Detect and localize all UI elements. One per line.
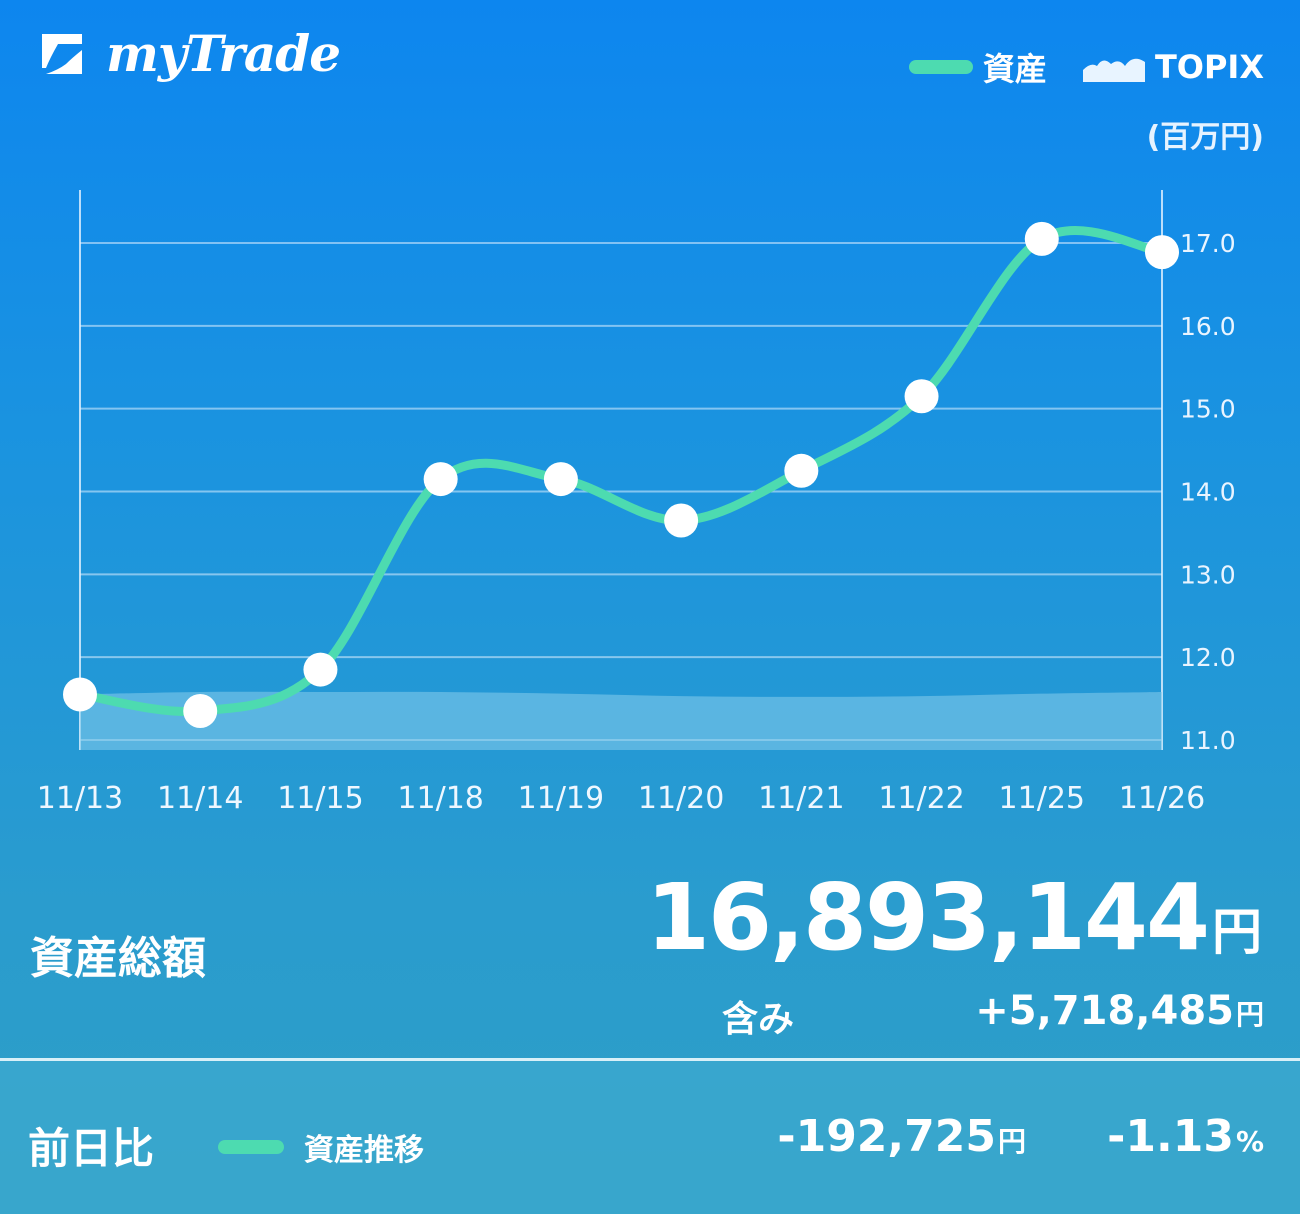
unrealized-gain-value: +5,718,485 円 (975, 988, 1264, 1034)
asset-trend-label: 資産推移 (304, 1133, 424, 1168)
y-tick-label: 17.0 (1180, 229, 1236, 258)
asset-data-point (303, 652, 338, 687)
asset-data-point (904, 379, 939, 414)
legend-label-topix: TOPIX (1154, 48, 1264, 86)
y-tick-label: 14.0 (1180, 478, 1236, 507)
daily-change-pct-number: -1.13 (1107, 1111, 1234, 1162)
x-tick-label: 11/22 (878, 781, 964, 816)
asset-data-point (1145, 235, 1179, 270)
total-assets-value: 16,893,144 円 (646, 864, 1262, 971)
asset-chart: 11.0 12.0 13.0 14.0 15.0 16.0 17.0 11/13 11/14 11… (0, 170, 1300, 830)
daily-change-number: -192,725 (777, 1111, 996, 1162)
app-logo: myTrade (36, 24, 341, 83)
section-divider (0, 1058, 1300, 1061)
x-tick-label: 11/20 (638, 781, 724, 816)
y-tick-label: 11.0 (1180, 726, 1236, 755)
asset-data-point (63, 677, 97, 712)
x-tick-label: 11/21 (758, 781, 844, 816)
asset-summary: 資産総額 16,893,144 円 含み +5,718,485 円 (0, 860, 1300, 1060)
asset-chart-svg: 11.0 12.0 13.0 14.0 15.0 16.0 17.0 11/13 11/14 11… (37, 190, 1236, 816)
total-assets-number: 16,893,144 (645, 864, 1210, 971)
app-logo-icon (42, 33, 82, 74)
daily-change-amount: -192,725 円 (777, 1111, 1026, 1162)
x-tick-label: 11/14 (157, 781, 243, 816)
daily-change-percent: -1.13 % (1107, 1111, 1264, 1162)
asset-data-point (423, 462, 458, 497)
x-tick-label: 11/25 (999, 781, 1085, 816)
y-tick-label: 15.0 (1180, 395, 1236, 424)
y-tick-label: 13.0 (1180, 560, 1236, 589)
unrealized-gain-label: 含み (722, 999, 795, 1040)
y-tick-label: 16.0 (1180, 312, 1236, 341)
unrealized-gain-unit: 円 (1235, 998, 1264, 1031)
assets-line-icon (908, 60, 973, 74)
total-assets-label: 資産総額 (30, 933, 206, 984)
asset-data-point (543, 462, 578, 497)
topix-area (80, 691, 1162, 750)
topix-area-icon (1082, 58, 1145, 82)
x-tick-label: 11/13 (37, 781, 123, 816)
asset-trend-line-icon (218, 1140, 284, 1154)
daily-change-pct-unit: % (1235, 1125, 1264, 1158)
daily-change-unit: 円 (997, 1125, 1026, 1158)
legend-item-assets[interactable]: 資産 (908, 44, 1047, 90)
total-assets-unit: 円 (1212, 903, 1262, 961)
asset-line (75, 225, 1167, 717)
asset-data-point (784, 453, 819, 488)
daily-legend: 資産推移 (218, 1125, 424, 1169)
asset-data-point (664, 503, 699, 538)
x-tick-label: 11/18 (397, 781, 483, 816)
legend-item-topix[interactable]: TOPIX (1082, 48, 1264, 86)
chart-legend: 資産 TOPIX (873, 44, 1264, 90)
daily-change-row: 前日比 資産推移 -192,725 円 -1.13 % (0, 1061, 1300, 1214)
x-tick-label: 11/19 (518, 781, 604, 816)
chart-unit-label: (百万円) (1146, 120, 1264, 155)
legend-label-assets: 資産 (982, 50, 1047, 88)
asset-data-point (1024, 221, 1059, 256)
unrealized-gain-number: +5,718,485 (975, 988, 1234, 1034)
header: myTrade 資産 TOPIX (百万円) (0, 0, 1300, 170)
daily-change-label: 前日比 (28, 1124, 155, 1173)
app-name: myTrade (106, 24, 341, 83)
x-tick-label: 11/26 (1119, 781, 1205, 816)
y-tick-label: 12.0 (1180, 643, 1236, 672)
asset-data-point (183, 694, 218, 729)
x-tick-label: 11/15 (277, 781, 363, 816)
